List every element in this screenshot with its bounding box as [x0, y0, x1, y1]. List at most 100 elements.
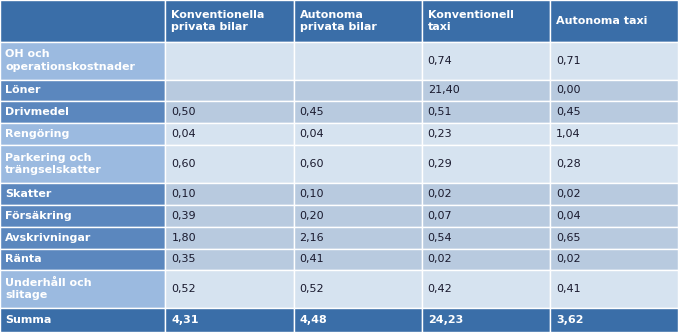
Text: Konventionell
taxi: Konventionell taxi — [428, 10, 514, 32]
Bar — [294, 101, 422, 123]
Text: Summa: Summa — [5, 315, 52, 325]
Bar — [0, 270, 165, 308]
Text: 0,10: 0,10 — [300, 189, 324, 199]
Bar — [550, 123, 678, 145]
Bar — [294, 249, 422, 270]
Bar — [0, 205, 165, 227]
Bar — [0, 101, 165, 123]
Bar — [294, 145, 422, 183]
Bar — [165, 249, 294, 270]
Text: 3,62: 3,62 — [556, 315, 583, 325]
Bar — [165, 80, 294, 101]
Bar — [422, 183, 550, 205]
Bar — [550, 42, 678, 80]
Text: Ränta: Ränta — [5, 254, 41, 264]
Bar — [422, 42, 550, 80]
Bar — [294, 0, 422, 42]
Text: 0,51: 0,51 — [428, 107, 452, 117]
Bar — [0, 0, 165, 42]
Text: Rengöring: Rengöring — [5, 129, 69, 139]
Text: 0,41: 0,41 — [300, 254, 324, 264]
Bar — [294, 123, 422, 145]
Text: 0,29: 0,29 — [428, 159, 452, 169]
Text: 0,02: 0,02 — [428, 254, 452, 264]
Text: 0,50: 0,50 — [172, 107, 196, 117]
Text: 0,07: 0,07 — [428, 211, 452, 221]
Text: 0,10: 0,10 — [172, 189, 196, 199]
Bar — [550, 0, 678, 42]
Text: 0,02: 0,02 — [428, 189, 452, 199]
Text: 0,60: 0,60 — [300, 159, 324, 169]
Text: 0,20: 0,20 — [300, 211, 324, 221]
Text: 0,74: 0,74 — [428, 56, 452, 66]
Bar — [550, 101, 678, 123]
Text: 0,52: 0,52 — [172, 284, 196, 294]
Text: 4,48: 4,48 — [300, 315, 327, 325]
Bar — [165, 270, 294, 308]
Text: 0,65: 0,65 — [556, 233, 580, 243]
Bar — [165, 145, 294, 183]
Bar — [294, 183, 422, 205]
Text: 2,16: 2,16 — [300, 233, 324, 243]
Text: Konventionella
privata bilar: Konventionella privata bilar — [172, 10, 265, 32]
Bar — [165, 0, 294, 42]
Bar — [422, 227, 550, 249]
Text: Försäkring: Försäkring — [5, 211, 72, 221]
Text: 0,04: 0,04 — [556, 211, 580, 221]
Bar — [422, 145, 550, 183]
Text: Parkering och
trängselskatter: Parkering och trängselskatter — [5, 153, 102, 175]
Bar — [0, 308, 165, 332]
Bar — [422, 270, 550, 308]
Text: 1,04: 1,04 — [556, 129, 580, 139]
Text: 0,42: 0,42 — [428, 284, 452, 294]
Text: OH och
operationskostnader: OH och operationskostnader — [5, 49, 135, 72]
Bar — [165, 308, 294, 332]
Bar — [550, 80, 678, 101]
Bar — [165, 183, 294, 205]
Bar — [0, 80, 165, 101]
Bar — [165, 123, 294, 145]
Bar — [422, 80, 550, 101]
Text: 0,23: 0,23 — [428, 129, 452, 139]
Text: 0,02: 0,02 — [556, 254, 580, 264]
Text: Avskrivningar: Avskrivningar — [5, 233, 92, 243]
Bar — [294, 227, 422, 249]
Bar — [0, 42, 165, 80]
Text: 0,00: 0,00 — [556, 85, 580, 96]
Text: 0,04: 0,04 — [300, 129, 324, 139]
Text: 0,60: 0,60 — [172, 159, 196, 169]
Text: 4,31: 4,31 — [172, 315, 199, 325]
Text: 0,39: 0,39 — [172, 211, 196, 221]
Text: Löner: Löner — [5, 85, 41, 96]
Text: 0,45: 0,45 — [300, 107, 324, 117]
Bar — [165, 205, 294, 227]
Bar — [422, 123, 550, 145]
Bar — [0, 249, 165, 270]
Bar — [550, 205, 678, 227]
Bar — [165, 42, 294, 80]
Bar — [550, 270, 678, 308]
Text: Skatter: Skatter — [5, 189, 52, 199]
Text: 0,41: 0,41 — [556, 284, 580, 294]
Bar — [422, 205, 550, 227]
Text: Autonoma taxi: Autonoma taxi — [556, 16, 647, 26]
Text: Autonoma
privata bilar: Autonoma privata bilar — [300, 10, 376, 32]
Bar — [0, 183, 165, 205]
Text: 0,54: 0,54 — [428, 233, 452, 243]
Text: 0,28: 0,28 — [556, 159, 580, 169]
Bar — [550, 249, 678, 270]
Text: 0,02: 0,02 — [556, 189, 580, 199]
Bar — [550, 308, 678, 332]
Bar — [550, 145, 678, 183]
Text: 0,35: 0,35 — [172, 254, 196, 264]
Text: 21,40: 21,40 — [428, 85, 460, 96]
Bar — [294, 42, 422, 80]
Text: 1,80: 1,80 — [172, 233, 196, 243]
Text: Drivmedel: Drivmedel — [5, 107, 69, 117]
Bar — [422, 0, 550, 42]
Bar — [422, 249, 550, 270]
Text: 0,04: 0,04 — [172, 129, 196, 139]
Bar — [294, 308, 422, 332]
Bar — [294, 270, 422, 308]
Bar — [294, 80, 422, 101]
